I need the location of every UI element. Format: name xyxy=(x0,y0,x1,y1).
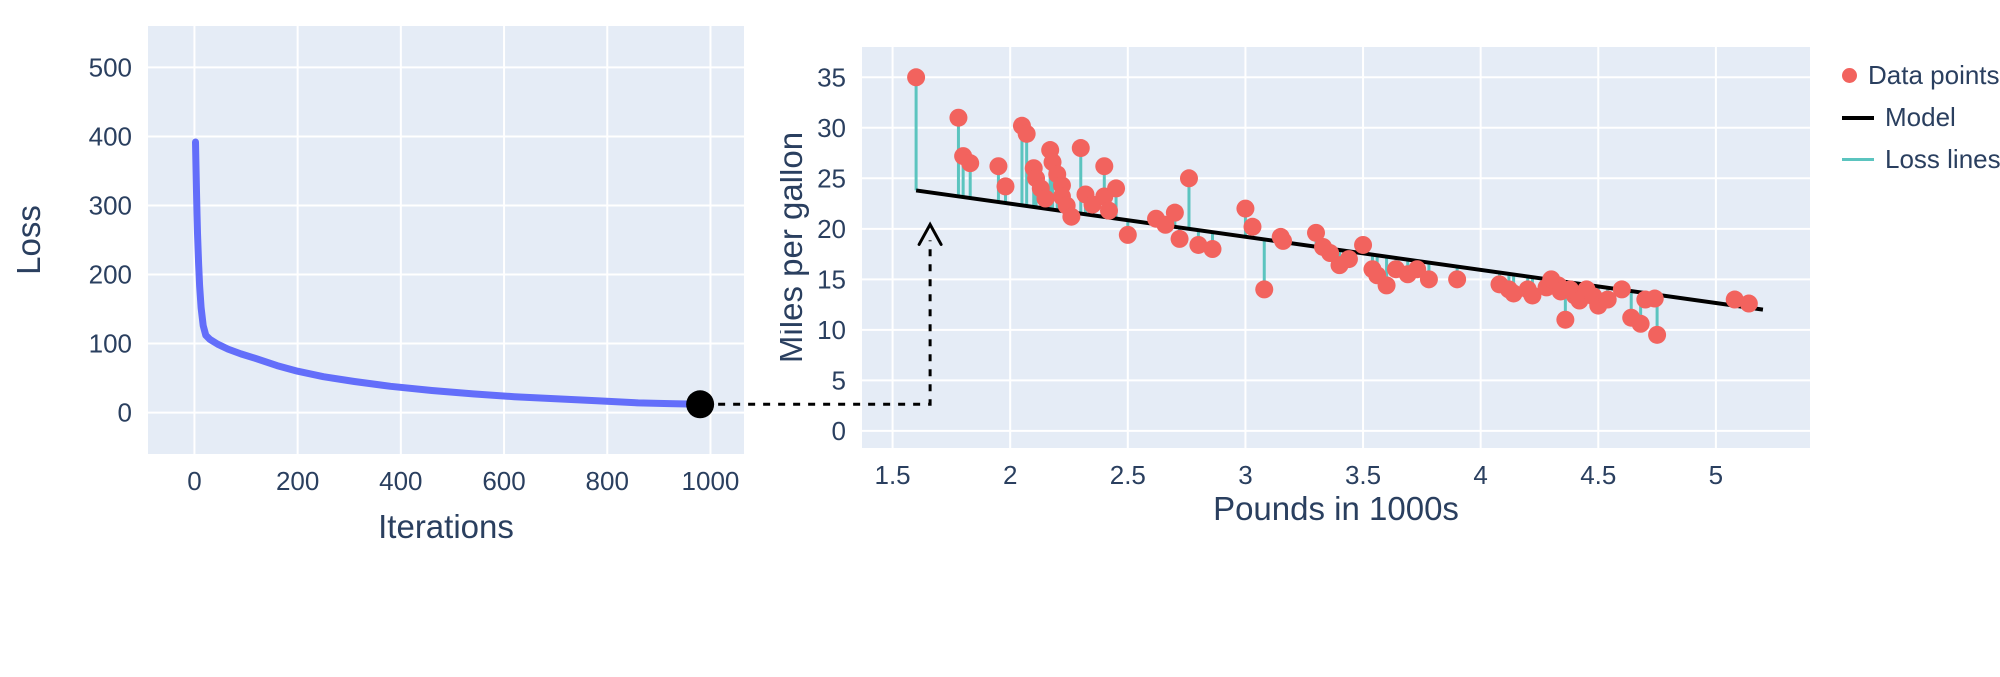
loss-curve-tick-labels: 0 200 400 600 800 1000 0 100 200 300 400 500 xyxy=(89,52,740,496)
loss-curve-gridlines xyxy=(148,26,744,454)
svg-text:0: 0 xyxy=(187,466,201,496)
svg-text:4: 4 xyxy=(1473,460,1487,490)
svg-text:300: 300 xyxy=(89,190,132,220)
svg-text:30: 30 xyxy=(817,113,846,143)
legend-label-data-points: Data points xyxy=(1868,60,2000,90)
scatter-chart-figure: 1.5 2 2.5 3 3.5 4 4.5 5 0 5 10 15 20 25 30 35 Pounds in … xyxy=(772,0,1840,575)
final-loss-marker xyxy=(686,390,715,419)
svg-text:20: 20 xyxy=(817,214,846,244)
svg-text:400: 400 xyxy=(379,466,422,496)
svg-text:1.5: 1.5 xyxy=(875,460,911,490)
model-fit-chart: 1.5 2 2.5 3 3.5 4 4.5 5 0 5 10 15 20 25 30 35 Pounds in … xyxy=(772,47,1810,527)
model-fit-yaxis-title: Miles per gallon xyxy=(780,132,809,363)
data-points-marker-icon xyxy=(1842,68,1857,83)
loss-curve-xaxis-title: Iterations xyxy=(378,508,514,545)
loss-chart-figure: 0 200 400 600 800 1000 0 100 200 300 400 500 Iterati… xyxy=(0,0,780,575)
svg-text:5: 5 xyxy=(1709,460,1723,490)
legend-label-loss-lines: Loss lines xyxy=(1885,144,2000,174)
svg-text:2: 2 xyxy=(1003,460,1017,490)
svg-text:0: 0 xyxy=(118,398,132,428)
chart-legend: Data points Model Loss lines xyxy=(1842,60,2000,175)
legend-item-loss-lines[interactable]: Loss lines xyxy=(1842,144,2000,175)
loss-curve-yaxis-title: Loss xyxy=(10,205,47,275)
svg-text:600: 600 xyxy=(482,466,525,496)
svg-text:400: 400 xyxy=(89,121,132,151)
model-fit-xaxis-title: Pounds in 1000s xyxy=(1213,490,1459,527)
loss-chart: 0 200 400 600 800 1000 0 100 200 300 400 500 Iterati… xyxy=(10,26,744,545)
model-line-icon xyxy=(1842,115,1874,120)
svg-text:2.5: 2.5 xyxy=(1110,460,1146,490)
svg-text:200: 200 xyxy=(89,260,132,290)
svg-text:3.5: 3.5 xyxy=(1345,460,1381,490)
svg-text:0: 0 xyxy=(832,416,846,446)
svg-text:5: 5 xyxy=(832,365,846,395)
svg-text:100: 100 xyxy=(89,329,132,359)
svg-text:500: 500 xyxy=(89,52,132,82)
data-points xyxy=(907,68,1758,344)
svg-text:25: 25 xyxy=(817,163,846,193)
svg-text:1000: 1000 xyxy=(682,466,740,496)
svg-text:35: 35 xyxy=(817,62,846,92)
legend-label-model: Model xyxy=(1885,102,1956,132)
legend-item-model[interactable]: Model xyxy=(1842,102,2000,133)
svg-text:15: 15 xyxy=(817,264,846,294)
legend-item-data-points[interactable]: Data points xyxy=(1842,60,2000,91)
loss-curve-plot-area xyxy=(148,26,744,454)
svg-text:200: 200 xyxy=(276,466,319,496)
loss-curve-line xyxy=(192,138,704,408)
svg-text:3: 3 xyxy=(1238,460,1252,490)
svg-text:4.5: 4.5 xyxy=(1580,460,1616,490)
svg-text:800: 800 xyxy=(586,466,629,496)
loss-lines-icon xyxy=(1842,158,1874,161)
svg-text:10: 10 xyxy=(817,315,846,345)
